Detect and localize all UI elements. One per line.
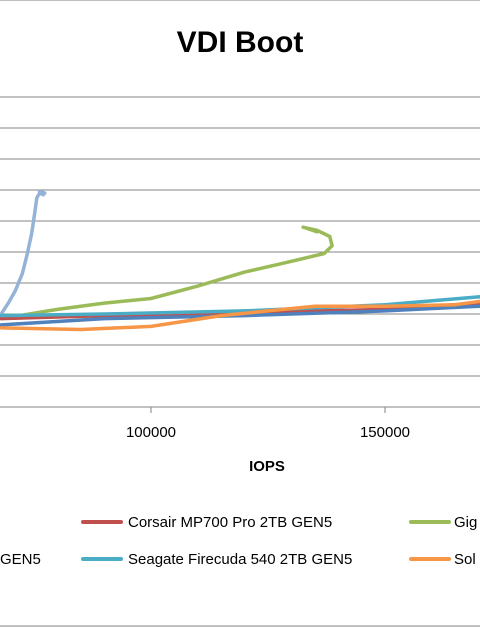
legend-label: Sol: [454, 551, 476, 568]
legend-label: Gig: [454, 514, 477, 531]
legend-label: Corsair MP700 Pro 2TB GEN5: [128, 514, 332, 531]
x-tick-label: 150000: [360, 424, 410, 441]
x-tick-label: 100000: [126, 424, 176, 441]
series-line: [0, 225, 334, 321]
x-axis-title: IOPS: [249, 458, 285, 475]
series-line: [0, 304, 480, 327]
legend-label: Seagate Firecuda 540 2TB GEN5: [128, 551, 352, 568]
legend: Corsair MP700 Pro 2TB GEN5 Gig GEN5 Seagate…: [0, 514, 477, 568]
series-line: [0, 301, 480, 321]
chart-title: VDI Boot: [177, 26, 304, 59]
plot-area: [0, 189, 480, 332]
series-line: [0, 299, 480, 332]
series-line: [0, 189, 47, 316]
x-axis-ticks: 100000 150000: [126, 407, 410, 441]
legend-label: GEN5: [0, 551, 41, 568]
